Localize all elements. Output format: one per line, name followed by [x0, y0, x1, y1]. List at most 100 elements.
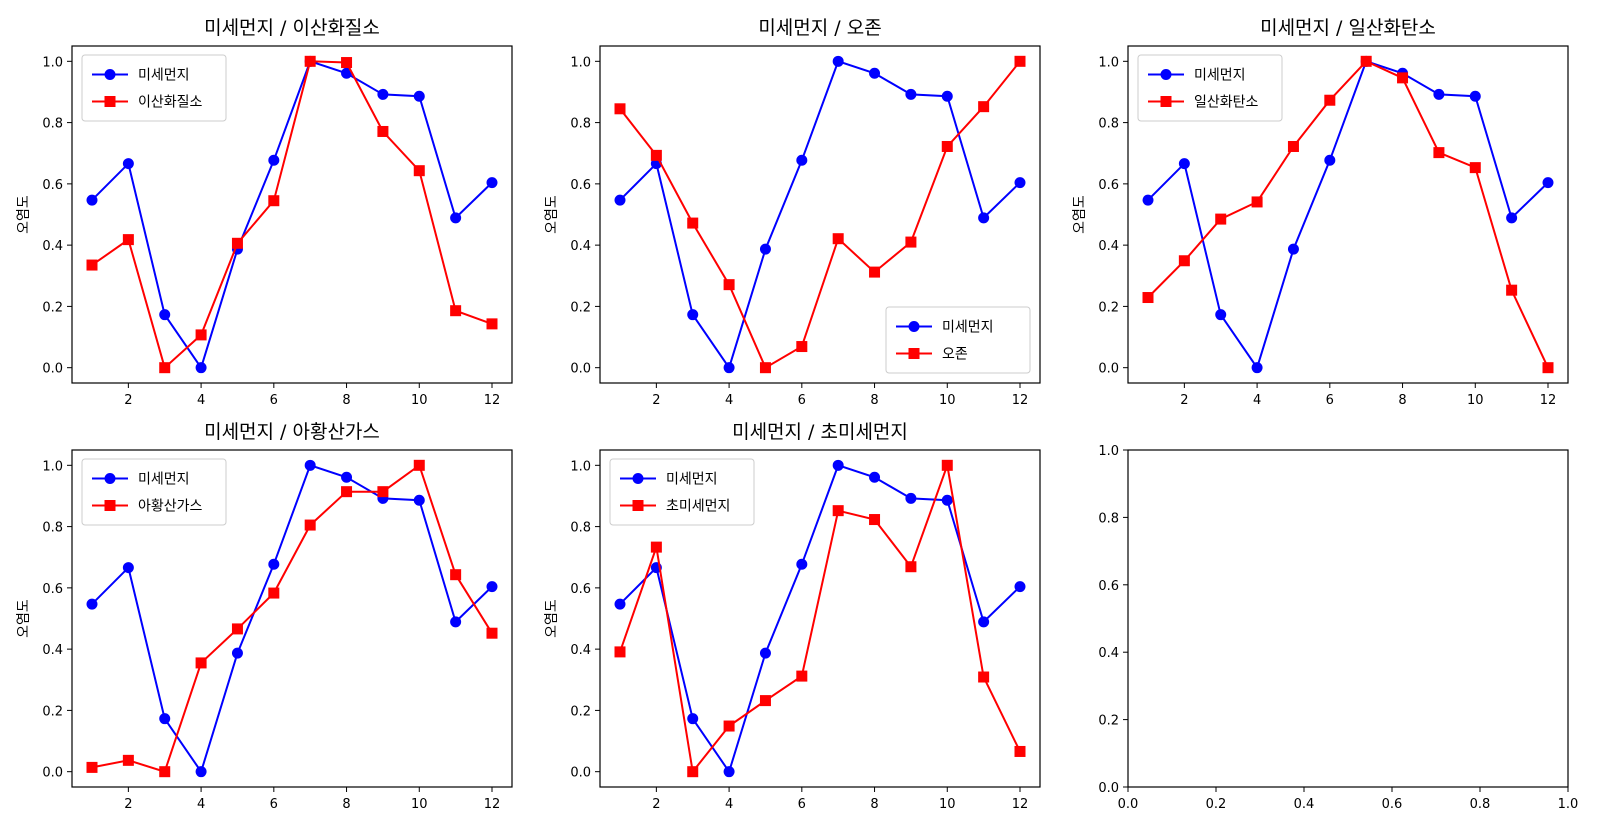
series-pm10: [86, 55, 498, 374]
data-point: [377, 486, 389, 498]
data-point: [1324, 154, 1336, 166]
y-tick-label: 0.6: [42, 582, 63, 597]
y-tick-label: 1.0: [570, 459, 591, 474]
data-point: [978, 616, 990, 628]
subplot-title: 미세먼지 / 이산화질소: [204, 17, 380, 39]
data-point: [159, 713, 171, 725]
x-tick-label: 12: [1540, 393, 1557, 408]
data-point: [1142, 292, 1154, 304]
x-tick-label: 4: [197, 393, 205, 408]
x-tick-label: 4: [1253, 393, 1261, 408]
series-line: [1147, 60, 1549, 370]
data-point: [268, 558, 280, 570]
data-point: [614, 103, 626, 115]
data-point: [1142, 194, 1154, 206]
x-tick-label: 8: [342, 797, 350, 812]
y-tick-label: 0.2: [42, 704, 63, 719]
legend-label: 미세먼지: [1194, 68, 1246, 84]
data-point: [1215, 213, 1227, 225]
legend-marker: [104, 69, 116, 80]
x-tick-label: 10: [1467, 393, 1484, 408]
legend-marker: [908, 348, 920, 359]
data-point: [341, 57, 353, 69]
y-tick-label: 1.0: [42, 459, 63, 474]
data-point: [650, 541, 662, 553]
x-tick-label: 6: [1326, 393, 1334, 408]
x-tick-label: 12: [484, 393, 501, 408]
x-tick-label: 8: [1398, 393, 1406, 408]
data-point: [759, 695, 771, 707]
legend-label: 초미세먼지: [666, 499, 730, 515]
y-tick-label: 0.6: [1098, 579, 1119, 594]
data-point: [1215, 309, 1227, 321]
x-tick-label: 10: [411, 393, 428, 408]
data-point: [1324, 94, 1336, 106]
data-point: [941, 494, 953, 506]
x-tick-label: 4: [725, 797, 733, 812]
legend-marker: [1160, 96, 1172, 107]
series-line: [91, 60, 493, 370]
data-point: [377, 125, 389, 137]
plot-frame: [599, 449, 1041, 788]
y-tick-label: 0.2: [1098, 714, 1119, 729]
data-point: [304, 459, 316, 471]
legend-label: 아황산가스: [138, 499, 203, 515]
series-line: [619, 461, 1021, 775]
data-point: [1014, 745, 1026, 757]
legend-box: [81, 54, 227, 122]
series-compare: [1142, 55, 1554, 374]
y-axis-label: 오염도: [544, 599, 560, 638]
x-tick-label: 0.0: [1118, 797, 1139, 812]
data-point: [1469, 162, 1481, 174]
x-tick-label: 12: [484, 797, 501, 812]
x-tick-label: 0.4: [1294, 797, 1315, 812]
data-point: [486, 177, 498, 189]
plot-frame: [1127, 45, 1569, 384]
plot-frame: [599, 45, 1041, 384]
data-point: [723, 362, 735, 374]
x-tick-label: 8: [870, 797, 878, 812]
data-point: [796, 558, 808, 570]
y-tick-label: 0.0: [570, 766, 591, 781]
x-tick-label: 2: [652, 797, 660, 812]
series-line: [619, 60, 1021, 370]
data-point: [231, 237, 243, 249]
data-point: [159, 362, 171, 374]
data-point: [413, 459, 425, 471]
legend-label: 이산화질소: [138, 95, 203, 111]
subplot-3: 미세먼지 / 일산화탄소 0.0 0.2 0.4 0.6 0.8 1.0 2 4 6 8 10 12 오염…: [1072, 17, 1569, 408]
y-tick-label: 1.0: [570, 55, 591, 70]
data-point: [1397, 72, 1409, 84]
data-point: [614, 646, 626, 658]
data-point: [905, 88, 917, 100]
series-line: [91, 60, 493, 370]
data-point: [978, 212, 990, 224]
y-tick-label: 0.4: [570, 643, 591, 658]
y-tick-label: 0.8: [1098, 117, 1119, 132]
data-point: [122, 754, 134, 766]
x-tick-label: 8: [870, 393, 878, 408]
x-tick-label: 0.6: [1382, 797, 1403, 812]
y-tick-label: 0.0: [1098, 362, 1119, 377]
data-point: [268, 154, 280, 166]
y-tick-label: 0.8: [42, 521, 63, 536]
subplot-title: 미세먼지 / 오존: [758, 17, 881, 39]
data-point: [687, 217, 699, 229]
legend-label: 미세먼지: [138, 68, 190, 84]
x-tick-label: 2: [652, 393, 660, 408]
y-tick-label: 0.0: [1098, 781, 1119, 796]
y-tick-label: 0.0: [42, 362, 63, 377]
legend-marker: [104, 96, 116, 107]
x-tick-label: 8: [342, 393, 350, 408]
x-tick-label: 6: [270, 393, 278, 408]
data-point: [796, 670, 808, 682]
data-point: [1014, 581, 1026, 593]
data-point: [231, 623, 243, 635]
legend-label: 일산화탄소: [1194, 95, 1259, 111]
data-point: [1287, 140, 1299, 152]
subplot-5: 미세먼지 / 초미세먼지 0.0 0.2 0.4 0.6 0.8 1.0 2 4 6 8 10 12 오염…: [544, 421, 1041, 812]
data-point: [614, 598, 626, 610]
